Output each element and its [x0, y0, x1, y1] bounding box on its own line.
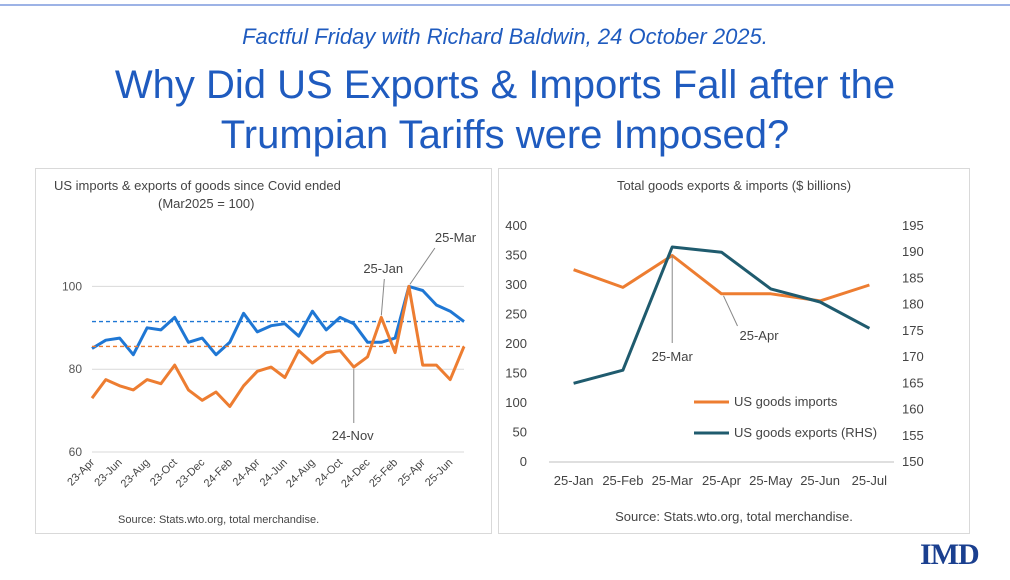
right-y2tick-label-8: 190	[902, 244, 924, 259]
right-ytick-label-5: 250	[505, 307, 527, 322]
left-chart-title: US imports & exports of goods since Covi…	[54, 178, 341, 193]
right-ytick-label-0: 0	[520, 454, 527, 469]
right-y2tick-label-5: 175	[902, 323, 924, 338]
right-legend-exports-label: US goods exports (RHS)	[734, 425, 877, 440]
right-annotation-leader-25-apr	[723, 295, 738, 327]
right-y2tick-label-3: 165	[902, 375, 924, 390]
right-chart-source: Source: Stats.wto.org, total merchandise…	[615, 509, 853, 524]
right-xtick-label-3: 25-Apr	[702, 473, 742, 488]
left-xtick-label-4: 23-Dec	[174, 456, 208, 490]
right-ytick-label-8: 400	[505, 218, 527, 233]
page-title: Why Did US Exports & Imports Fall after …	[0, 60, 1010, 160]
imd-logo: IMD	[920, 538, 980, 571]
title-line-1: Why Did US Exports & Imports Fall after …	[114, 63, 896, 107]
right-y2tick-label-6: 180	[902, 297, 924, 312]
right-y2tick-label-0: 150	[902, 454, 924, 469]
left-annotation-25-mar: 25-Mar	[435, 230, 477, 245]
left-xtick-label-6: 24-Apr	[231, 456, 263, 488]
left-chart: US imports & exports of goods since Covi…	[54, 178, 477, 526]
right-xtick-label-0: 25-Jan	[554, 473, 594, 488]
left-xtick-label-11: 25-Feb	[367, 457, 400, 490]
right-y2tick-label-4: 170	[902, 349, 924, 364]
right-y2tick-label-1: 155	[902, 428, 924, 443]
left-xtick-label-8: 24-Aug	[284, 457, 318, 491]
left-chart-subtitle: (Mar2025 = 100)	[158, 196, 254, 211]
right-ytick-label-7: 350	[505, 248, 527, 263]
left-xtick-label-12: 25-Apr	[396, 456, 428, 488]
left-ytick-label-0: 60	[69, 445, 83, 459]
right-legend-imports-label: US goods imports	[734, 394, 838, 409]
left-xtick-label-2: 23-Aug	[119, 457, 153, 491]
left-xtick-label-10: 24-Dec	[339, 456, 373, 490]
left-chart-source: Source: Stats.wto.org, total merchandise…	[118, 514, 319, 526]
left-imports-line	[90, 284, 466, 408]
right-annotation-25-mar: 25-Mar	[652, 349, 694, 364]
right-y2tick-label-7: 185	[902, 270, 924, 285]
left-annotation-leader-25-mar	[409, 247, 436, 285]
left-xtick-label-0: 23-Apr	[65, 456, 97, 488]
right-ytick-label-6: 300	[505, 277, 527, 292]
right-imports-line	[573, 254, 870, 303]
left-annotation-24-nov: 24-Nov	[332, 428, 374, 443]
left-annotation-leader-25-jan	[380, 278, 385, 316]
right-ytick-label-1: 50	[513, 425, 527, 440]
right-xtick-label-6: 25-Jul	[852, 473, 888, 488]
right-ytick-label-4: 200	[505, 336, 527, 351]
right-ytick-label-3: 150	[505, 366, 527, 381]
right-xtick-label-1: 25-Feb	[602, 473, 643, 488]
top-rule	[0, 4, 1010, 6]
right-chart-panel: Total goods exports & imports ($ billion…	[498, 168, 970, 534]
right-chart: Total goods exports & imports ($ billion…	[505, 178, 924, 524]
title-line-2: Trumpian Tariffs were Imposed?	[220, 113, 790, 157]
right-chart-title: Total goods exports & imports ($ billion…	[617, 178, 851, 193]
right-xtick-label-5: 25-Jun	[800, 473, 840, 488]
right-ytick-label-2: 100	[505, 395, 527, 410]
left-xtick-label-5: 24-Feb	[202, 457, 235, 490]
left-chart-panel: US imports & exports of goods since Covi…	[35, 168, 492, 534]
right-y2tick-label-2: 160	[902, 402, 924, 417]
right-xtick-label-4: 25-May	[749, 473, 793, 488]
right-annotation-25-apr: 25-Apr	[740, 328, 780, 343]
left-ytick-label-1: 80	[69, 362, 83, 376]
left-xtick-label-13: 25-Jun	[423, 457, 455, 489]
left-annotation-25-jan: 25-Jan	[363, 261, 403, 276]
page-subtitle: Factful Friday with Richard Baldwin, 24 …	[242, 24, 768, 49]
right-y2tick-label-9: 195	[902, 218, 924, 233]
right-xtick-label-2: 25-Mar	[652, 473, 694, 488]
right-exports-line	[573, 245, 871, 385]
left-ytick-label-2: 100	[62, 279, 82, 293]
